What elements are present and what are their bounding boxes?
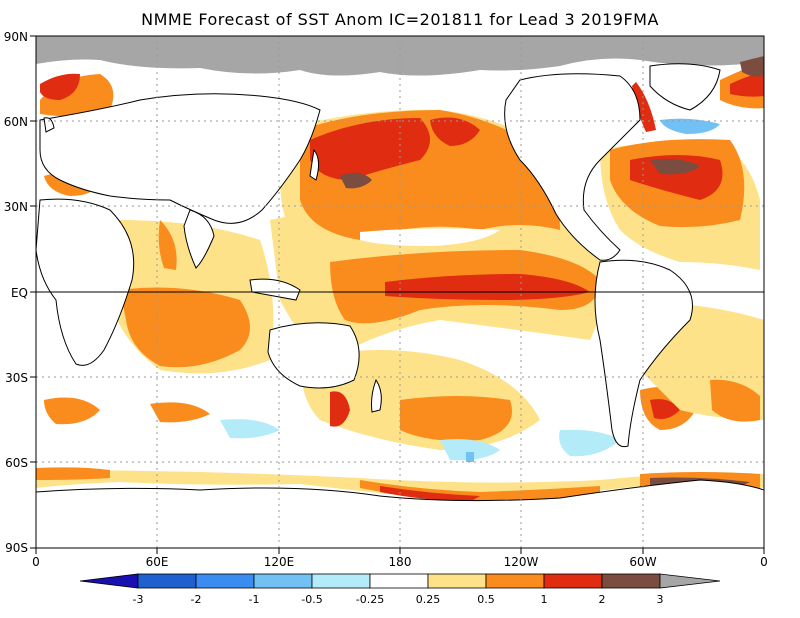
indonesia [249, 278, 301, 301]
colorbar-swatch [311, 573, 371, 589]
colorbar-label: 0.25 [416, 593, 441, 606]
lon-label: 0 [760, 555, 768, 569]
continents [36, 63, 764, 548]
lon-label: 60E [146, 555, 169, 569]
colorbar [79, 573, 721, 589]
lon-label: 60W [629, 555, 656, 569]
lat-label: 60N [4, 115, 28, 129]
colorbar-swatch [485, 573, 545, 589]
australia [267, 322, 360, 389]
y-axis-labels: 90N 60N 30N EQ 30S 60S 90S [4, 30, 28, 555]
lat-label: 30S [5, 371, 28, 385]
lon-label: 120W [504, 555, 539, 569]
antarctica [36, 479, 764, 548]
new-zealand [371, 378, 382, 413]
colorbar-swatch [253, 573, 313, 589]
india [183, 209, 215, 269]
colorbar-label: -3 [133, 593, 144, 606]
eurasia [39, 93, 321, 224]
anomaly-field [36, 36, 764, 548]
colorbar-label: -0.25 [356, 593, 384, 606]
africa [36, 198, 135, 366]
lon-label: 120E [264, 555, 295, 569]
colorbar-label: -2 [191, 593, 202, 606]
colorbar-label: -0.5 [301, 593, 322, 606]
colorbar-label: -1 [249, 593, 260, 606]
x-axis-labels: 0 60E 120E 180 120W 60W 0 [32, 555, 768, 569]
lat-label: 90S [5, 541, 28, 555]
colorbar-swatch [195, 573, 255, 589]
colorbar-swatch [659, 573, 721, 589]
japan [309, 148, 320, 181]
north-america [504, 73, 641, 261]
colorbar-swatch [427, 573, 487, 589]
greenland [649, 63, 721, 111]
colorbar-label: 1 [541, 593, 548, 606]
colorbar-label: 3 [657, 593, 664, 606]
pacific-strong-warm [385, 274, 590, 300]
colorbar-label: 0.5 [477, 593, 495, 606]
lat-label: 30N [4, 200, 28, 214]
colorbar-swatch [369, 573, 429, 589]
colorbar-label: 2 [599, 593, 606, 606]
colorbar-swatch [601, 573, 661, 589]
lat-label: 90N [4, 30, 28, 44]
uk [43, 117, 55, 133]
colorbar-swatch [79, 573, 139, 589]
lat-label: 60S [5, 456, 28, 470]
lon-label: 180 [389, 555, 412, 569]
grid [36, 36, 764, 548]
map-title: NMME Forecast of SST Anom IC=201811 for … [141, 10, 659, 29]
lat-label: EQ [11, 286, 28, 300]
colorbar-labels: -3 -2 -1 -0.5 -0.25 0.25 0.5 1 2 3 [133, 593, 664, 606]
colorbar-swatch [137, 573, 197, 589]
lon-label: 0 [32, 555, 40, 569]
south-america [594, 259, 693, 448]
colorbar-swatch [543, 573, 603, 589]
